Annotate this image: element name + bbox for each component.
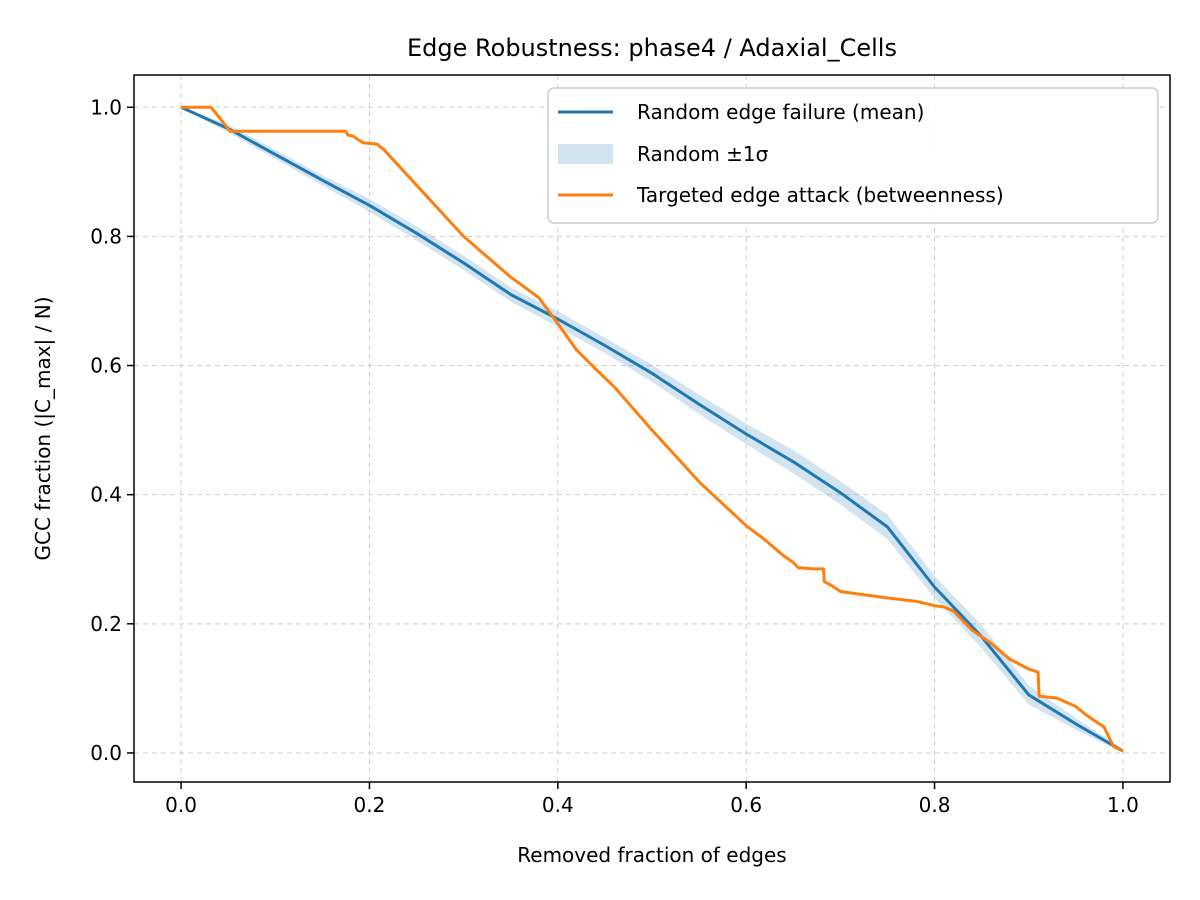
legend: Random edge failure (mean) Random ±1σ Targ… (547, 87, 1159, 224)
legend-box (547, 87, 1159, 224)
legend-label: Random ±1σ (637, 142, 769, 166)
x-tick-label: 0.2 (354, 793, 386, 817)
x-tick-label: 1.0 (1107, 793, 1139, 817)
x-tick-label: 0.8 (919, 793, 951, 817)
chart-title: Edge Robustness: phase4 / Adaxial_Cells (407, 34, 897, 62)
y-tick-label: 0.0 (90, 741, 122, 765)
plot-data (180, 105, 1124, 753)
random-failure-mean-line (180, 105, 1124, 753)
legend-label: Targeted edge attack (betweenness) (636, 183, 1004, 207)
y-tick-label: 0.4 (90, 483, 122, 507)
x-tick-label: 0.6 (730, 793, 762, 817)
y-tick-label: 0.8 (90, 224, 122, 248)
legend-label: Random edge failure (mean) (637, 100, 924, 124)
targeted-attack-line (181, 105, 1124, 753)
random-sigma-band (181, 107, 1123, 753)
x-axis-title: Removed fraction of edges (517, 843, 786, 867)
plot-frame (133, 74, 1171, 783)
x-tick-label: 0.0 (165, 793, 197, 817)
x-tick-label: 0.4 (542, 793, 574, 817)
y-tick-label: 0.6 (90, 354, 122, 378)
y-tick-label: 1.0 (90, 95, 122, 119)
legend-swatch (558, 144, 613, 164)
y-axis-title: GCC fraction (|C_max| / N) (31, 296, 55, 560)
y-tick-label: 0.2 (90, 612, 122, 636)
axis-ticks: 0.0 0.2 0.4 0.6 0.8 1.0 0.0 0.2 0.4 0.6 0.8 1.0 (90, 95, 1139, 817)
